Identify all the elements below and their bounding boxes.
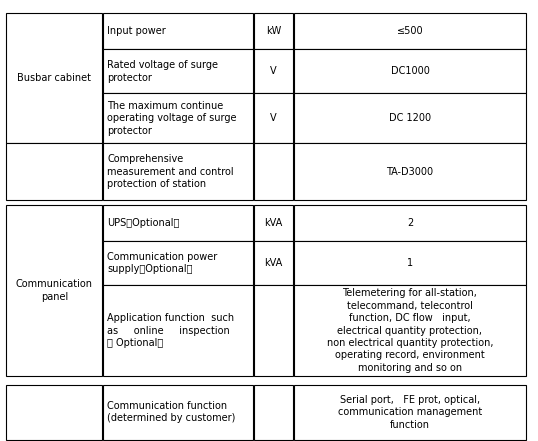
Bar [294, 49, 526, 93]
Text: Communication
panel: Communication panel [16, 279, 93, 302]
Text: kVA: kVA [265, 258, 282, 268]
Text: UPS（Optional）: UPS（Optional） [107, 218, 180, 228]
Text: Busbar cabinet: Busbar cabinet [17, 73, 91, 83]
Bar [294, 285, 526, 376]
Bar [6, 385, 102, 440]
Bar [254, 49, 293, 93]
Bar [103, 143, 253, 200]
Bar [294, 205, 526, 241]
Text: V: V [270, 67, 277, 76]
Text: 1: 1 [407, 258, 413, 268]
Bar [294, 13, 526, 49]
Bar [254, 241, 293, 285]
Bar [6, 13, 102, 143]
Text: ≤500: ≤500 [397, 26, 423, 36]
Text: Communication function
(determined by customer): Communication function (determined by cu… [107, 401, 236, 423]
Text: Serial port,   FE prot, optical,
communication management
function: Serial port, FE prot, optical, communica… [338, 395, 482, 430]
Bar [254, 205, 293, 241]
Text: Telemetering for all-station,
telecommand, telecontrol
function, DC flow   input: Telemetering for all-station, telecomman… [327, 288, 493, 373]
Text: kVA: kVA [265, 218, 282, 228]
Text: Rated voltage of surge
protector: Rated voltage of surge protector [107, 60, 218, 82]
Bar [294, 385, 526, 440]
Bar [103, 241, 253, 285]
Bar [294, 93, 526, 143]
Bar [254, 285, 293, 376]
Bar [103, 285, 253, 376]
Bar [103, 49, 253, 93]
Bar [103, 93, 253, 143]
Bar [254, 385, 293, 440]
Text: Comprehensive
measurement and control
protection of station: Comprehensive measurement and control pr… [107, 154, 233, 189]
Text: TA-D3000: TA-D3000 [386, 167, 434, 176]
Text: Application function  such
as     online     inspection
（ Optional）: Application function such as online insp… [107, 313, 234, 348]
Text: V: V [270, 113, 277, 123]
Bar [254, 93, 293, 143]
Bar [294, 143, 526, 200]
Text: DC1000: DC1000 [391, 67, 429, 76]
Text: Communication power
supply（Optional）: Communication power supply（Optional） [107, 252, 217, 274]
Bar [294, 241, 526, 285]
Bar [254, 143, 293, 200]
Text: kW: kW [266, 26, 281, 36]
Bar [103, 205, 253, 241]
Text: The maximum continue
operating voltage of surge
protector: The maximum continue operating voltage o… [107, 101, 237, 135]
Bar [254, 13, 293, 49]
Text: Input power: Input power [107, 26, 166, 36]
Bar [103, 385, 253, 440]
Bar [103, 13, 253, 49]
Text: 2: 2 [407, 218, 413, 228]
Text: DC 1200: DC 1200 [389, 113, 431, 123]
Bar [6, 205, 102, 376]
Bar [6, 143, 102, 200]
